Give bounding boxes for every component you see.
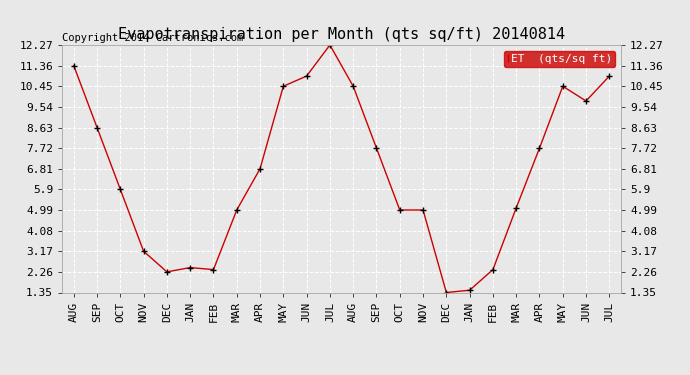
Legend: ET  (qts/sq ft): ET (qts/sq ft) bbox=[504, 51, 615, 67]
Text: Copyright 2014 Cartronics.com: Copyright 2014 Cartronics.com bbox=[62, 33, 244, 43]
Title: Evapotranspiration per Month (qts sq/ft) 20140814: Evapotranspiration per Month (qts sq/ft)… bbox=[118, 27, 565, 42]
